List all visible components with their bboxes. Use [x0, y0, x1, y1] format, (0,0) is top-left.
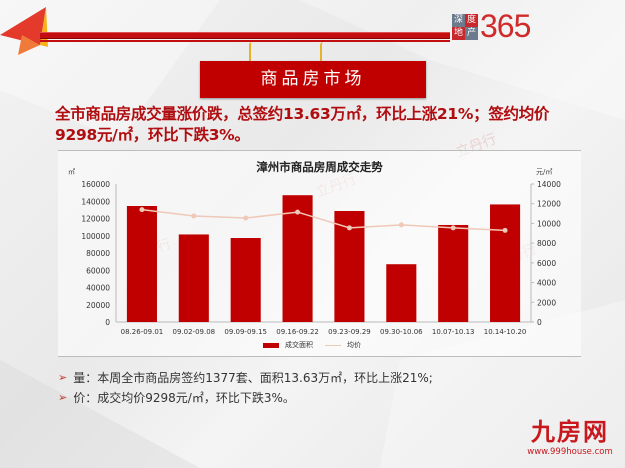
arrow-bullet-icon: ➢	[58, 391, 68, 404]
legend-line-label: 均价	[347, 341, 361, 349]
combo-chart: 0200004000060000800001000001200001400001…	[81, 180, 561, 336]
bullet-text: 本周全市商品房签约1377套、面积13.63万㎡，环比上涨21%;	[97, 371, 433, 385]
legend-bar-label: 成交面积	[285, 341, 313, 349]
footer-logo: 九房网 www.999house.com	[520, 418, 620, 457]
right-tick-label: 2000	[537, 298, 556, 307]
section-title: 商品房市场	[200, 61, 426, 98]
left-tick-label: 60000	[86, 266, 110, 275]
right-tick-label: 10000	[537, 219, 561, 228]
bar	[282, 195, 313, 322]
legend-bar-swatch	[263, 342, 279, 348]
x-tick-label: 10.07-10.13	[432, 328, 475, 336]
brand-number: 365	[480, 8, 531, 44]
left-tick-label: 0	[105, 318, 110, 327]
price-point	[243, 215, 249, 221]
bullet-label: 量：	[73, 371, 98, 385]
x-tick-label: 09.30-10.06	[380, 328, 423, 336]
brand-char: 产	[466, 28, 476, 38]
bar	[178, 234, 209, 322]
bar	[438, 224, 469, 322]
right-axis-unit: 元/㎡	[536, 168, 553, 176]
x-tick-label: 10.14-10.20	[484, 328, 527, 336]
price-point	[450, 225, 456, 231]
left-tick-label: 80000	[86, 249, 110, 258]
bullet-price: ➢ 价： 成交均价9298元/㎡，环比下跌3%。	[58, 388, 433, 408]
brand-char: 深	[453, 15, 463, 25]
arrow-bullet-icon: ➢	[58, 371, 68, 384]
bar	[386, 264, 417, 322]
brand-char: 度	[465, 14, 478, 27]
price-point	[502, 227, 508, 233]
chart-legend: 成交面积 均价	[263, 340, 361, 350]
bar	[490, 204, 521, 322]
left-tick-label: 100000	[81, 232, 110, 241]
price-line	[141, 208, 506, 232]
left-tick-label: 140000	[81, 197, 110, 206]
paper-plane-arrow-icon	[0, 7, 48, 55]
x-tick-label: 09.23-09.29	[328, 328, 371, 336]
right-tick-label: 14000	[537, 180, 561, 189]
header-rule-secondary	[40, 40, 450, 42]
left-tick-label: 20000	[86, 301, 110, 310]
price-point	[346, 225, 352, 231]
header-rule	[40, 32, 450, 39]
bullet-text: 成交均价9298元/㎡，环比下跌3%。	[97, 391, 295, 405]
right-tick-label: 8000	[537, 239, 556, 248]
x-tick-label: 09.09-09.15	[224, 328, 267, 336]
headline-summary: 全市商品房成交量涨价跌，总签约13.63万㎡，环比上涨21%；签约均价9298元…	[55, 105, 550, 144]
price-point	[191, 213, 197, 219]
bar	[230, 237, 261, 322]
left-tick-label: 40000	[86, 284, 110, 293]
legend-line-swatch	[325, 344, 341, 346]
footer-logo-text: 九房网	[531, 418, 609, 446]
sign-hook-left	[249, 42, 255, 64]
price-point	[398, 222, 404, 228]
x-tick-label: 09.02-09.08	[173, 328, 216, 336]
left-tick-label: 120000	[81, 215, 110, 224]
brand-char: 地	[452, 27, 465, 40]
price-point	[295, 209, 301, 215]
sign-hook-right	[320, 42, 326, 64]
x-tick-label: 08.26-09.01	[121, 328, 164, 336]
bar	[126, 205, 157, 322]
left-axis-unit: ㎡	[68, 168, 75, 176]
right-tick-label: 0	[537, 318, 542, 327]
chart-panel: 漳州市商品房周成交走势 ㎡ 元/㎡ 0 20000 40000 60000 80000 1…	[58, 150, 581, 357]
bullet-volume: ➢ 量： 本周全市商品房签约1377套、面积13.63万㎡，环比上涨21%;	[58, 368, 433, 388]
price-point	[139, 207, 145, 213]
brand-logo: 深 度 地 产 365	[452, 8, 624, 46]
right-tick-label: 6000	[537, 259, 556, 268]
right-tick-label: 12000	[537, 200, 561, 209]
bullet-label: 价：	[73, 391, 98, 405]
chart-title: 漳州市商品房周成交走势	[256, 160, 383, 174]
right-tick-label: 4000	[537, 279, 556, 288]
brand-box: 深 度 地 产	[452, 14, 478, 40]
x-tick-label: 09.16-09.22	[276, 328, 319, 336]
summary-bullets: ➢ 量： 本周全市商品房签约1377套、面积13.63万㎡，环比上涨21%; ➢…	[58, 368, 433, 408]
footer-url: www.999house.com	[527, 447, 613, 457]
left-tick-label: 160000	[81, 180, 110, 189]
